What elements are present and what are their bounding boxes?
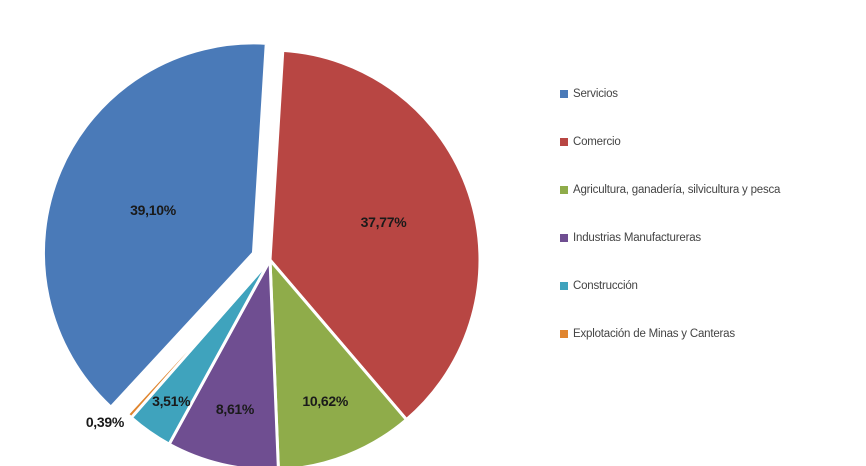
data-label-5: 0,39%: [86, 414, 125, 430]
legend-item-industrias: Industrias Manufactureras: [560, 226, 865, 250]
legend-item-explotacion-minas: Explotación de Minas y Canteras: [560, 322, 865, 346]
pie-slice-2: [268, 258, 408, 466]
data-label-0: 39,10%: [130, 202, 177, 218]
data-label-4: 3,51%: [152, 393, 191, 409]
legend-label: Industrias Manufactureras: [573, 232, 701, 244]
legend-label: Comercio: [573, 136, 621, 148]
pie-slice-5: [125, 258, 272, 420]
legend-swatch: [560, 186, 568, 194]
data-label-2: 10,62%: [302, 393, 349, 409]
legend-swatch: [560, 138, 568, 146]
legend-swatch: [560, 234, 568, 242]
pie-slices: [42, 41, 482, 466]
pie-data-labels: 39,10% 37,77% 10,62% 8,61% 3,51% 0,39%: [86, 202, 408, 430]
legend-label: Servicios: [573, 88, 618, 100]
legend-swatch: [560, 330, 568, 338]
legend-item-construccion: Construcción: [560, 274, 865, 298]
pie-slice-0: [42, 41, 268, 409]
pie-slice-1: [268, 48, 482, 422]
legend-item-servicios: Servicios: [560, 82, 865, 106]
data-label-3: 8,61%: [216, 401, 255, 417]
legend-swatch: [560, 282, 568, 290]
data-label-1: 37,77%: [361, 214, 408, 230]
legend: Servicios Comercio Agricultura, ganaderí…: [560, 82, 865, 370]
legend-item-comercio: Comercio: [560, 130, 865, 154]
pie-slice-3: [167, 258, 280, 466]
legend-label: Construcción: [573, 280, 638, 292]
legend-label: Agricultura, ganadería, silvicultura y p…: [573, 184, 781, 196]
legend-item-agricultura: Agricultura, ganadería, silvicultura y p…: [560, 178, 865, 202]
legend-label: Explotación de Minas y Canteras: [573, 328, 735, 340]
legend-swatch: [560, 90, 568, 98]
